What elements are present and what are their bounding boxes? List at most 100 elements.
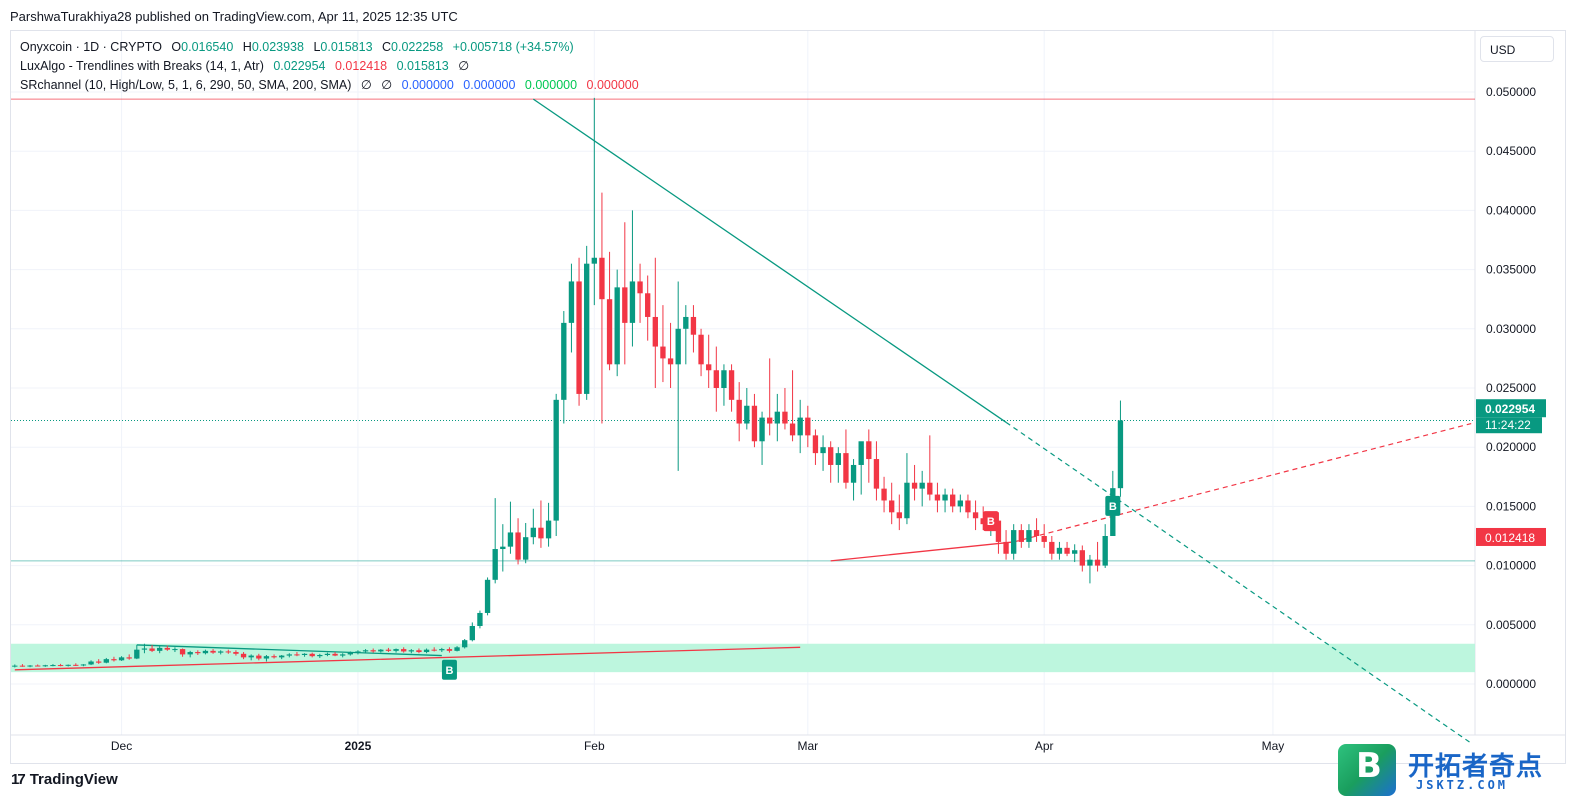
- candle-body: [881, 488, 887, 501]
- tradingview-logo-text: TradingView: [29, 771, 118, 788]
- candle-body: [950, 494, 956, 507]
- up-trendline: [830, 541, 1014, 562]
- indicator-trendlines-name[interactable]: LuxAlgo - Trendlines with Breaks (14, 1,…: [20, 59, 264, 73]
- candle-body: [652, 316, 658, 347]
- legend-high-value: 0.023938: [251, 40, 304, 54]
- candle-body: [1117, 420, 1124, 489]
- candle-body: [500, 546, 506, 550]
- legend-low-value: 0.015813: [320, 40, 373, 54]
- candle-body: [279, 655, 285, 658]
- legend-open-label: O: [171, 40, 182, 54]
- indicator-srchannel-empty-2: ∅: [381, 78, 393, 92]
- time-axis-tick: Feb: [584, 739, 605, 753]
- candle-body: [484, 579, 491, 613]
- candle-body: [736, 399, 742, 424]
- indicator-srchannel-value-1: 0.000000: [401, 78, 454, 92]
- candle-body: [347, 652, 353, 655]
- candle-body: [1072, 550, 1078, 554]
- candle-body: [164, 647, 170, 650]
- candle-body: [561, 322, 567, 400]
- price-axis-tick: 0.030000: [1486, 322, 1536, 336]
- candle-body: [370, 650, 376, 652]
- candle-body: [423, 649, 430, 653]
- tradingview-logo[interactable]: 17 TradingView: [11, 771, 118, 788]
- candle-body: [889, 500, 895, 513]
- candle-body: [850, 464, 857, 483]
- indicator-trendlines-value-2: 0.012418: [334, 59, 388, 73]
- candle-body: [759, 417, 765, 442]
- indicator-srchannel-value-3: 0.000000: [524, 78, 578, 92]
- time-axis-tick: Mar: [797, 739, 818, 753]
- candle-body: [1018, 530, 1024, 542]
- candle-body: [530, 527, 536, 538]
- candle-body: [675, 328, 681, 365]
- candle-body: [111, 659, 117, 661]
- indicator-srchannel-value-4: 0.000000: [586, 78, 639, 92]
- price-axis-tick: 0.005000: [1486, 618, 1536, 632]
- candle-body: [622, 287, 628, 323]
- tradingview-logo-icon: 17: [11, 771, 26, 788]
- candle-body: [210, 650, 216, 653]
- candle-body: [57, 665, 64, 667]
- candle-body: [515, 532, 521, 560]
- legend-close-label: C: [382, 40, 392, 54]
- candle-body: [1011, 530, 1017, 554]
- legend-indicator-trendlines[interactable]: LuxAlgo - Trendlines with Breaks (14, 1,…: [20, 58, 475, 73]
- trendline-price-label-bg: [1476, 527, 1546, 546]
- candle-body: [65, 664, 71, 666]
- candle-body: [118, 657, 125, 661]
- candle-body: [934, 494, 941, 501]
- candle-body: [1003, 541, 1009, 554]
- candle-body: [820, 447, 826, 454]
- legend-low-label: L: [313, 40, 321, 54]
- candle-body: [545, 520, 552, 539]
- candle-body: [568, 281, 575, 323]
- candle-body: [355, 651, 361, 653]
- candle-body: [19, 665, 26, 667]
- candle-body: [965, 500, 971, 513]
- legend-symbol[interactable]: Onyxcoin · 1D · CRYPTO: [20, 40, 162, 54]
- publisher-line: ParshwaTurakhiya28 published on TradingV…: [10, 9, 458, 24]
- watermark-badge-letter: B: [1356, 746, 1382, 786]
- candle-body: [507, 532, 514, 547]
- candle-body: [439, 649, 445, 651]
- up-trendline-extension: [1013, 422, 1472, 543]
- candle-body: [751, 405, 758, 442]
- legend-indicator-srchannel[interactable]: SRchannel (10, High/Low, 5, 1, 6, 290, 5…: [20, 77, 645, 92]
- candle-body: [469, 625, 475, 641]
- candle-body: [96, 661, 102, 663]
- candle-body: [477, 612, 483, 626]
- break-marker-label: B: [987, 516, 995, 528]
- candle-body: [690, 316, 697, 335]
- candle-body: [332, 653, 338, 656]
- candle-body: [492, 549, 498, 580]
- candle-body: [271, 656, 277, 658]
- candle-body: [706, 364, 712, 371]
- candle-body: [88, 661, 94, 665]
- candle-body: [812, 435, 819, 454]
- candle-body: [591, 257, 597, 264]
- candle-body: [225, 651, 231, 653]
- candle-body: [172, 649, 178, 651]
- candle-body: [553, 399, 559, 521]
- candle-body: [980, 518, 986, 525]
- legend-open-value: 0.016540: [181, 40, 234, 54]
- candle-body: [248, 655, 254, 658]
- candle-body: [805, 417, 811, 436]
- price-axis-tick: 0.040000: [1486, 203, 1536, 217]
- indicator-srchannel-name[interactable]: SRchannel (10, High/Low, 5, 1, 6, 290, 5…: [20, 78, 352, 92]
- candle-body: [195, 652, 201, 654]
- candle-body: [256, 655, 262, 659]
- candle-body: [576, 281, 582, 394]
- candle-body: [835, 453, 841, 465]
- candle-body: [385, 649, 392, 651]
- price-axis-tick: 0.010000: [1486, 559, 1536, 573]
- candle-body: [523, 537, 529, 560]
- candle-body: [80, 664, 87, 666]
- indicator-srchannel-value-2: 0.000000: [463, 78, 516, 92]
- time-axis-tick: Apr: [1035, 739, 1054, 753]
- candle-body: [629, 281, 636, 323]
- candle-body: [614, 287, 620, 365]
- currency-button[interactable]: USD: [1480, 36, 1554, 62]
